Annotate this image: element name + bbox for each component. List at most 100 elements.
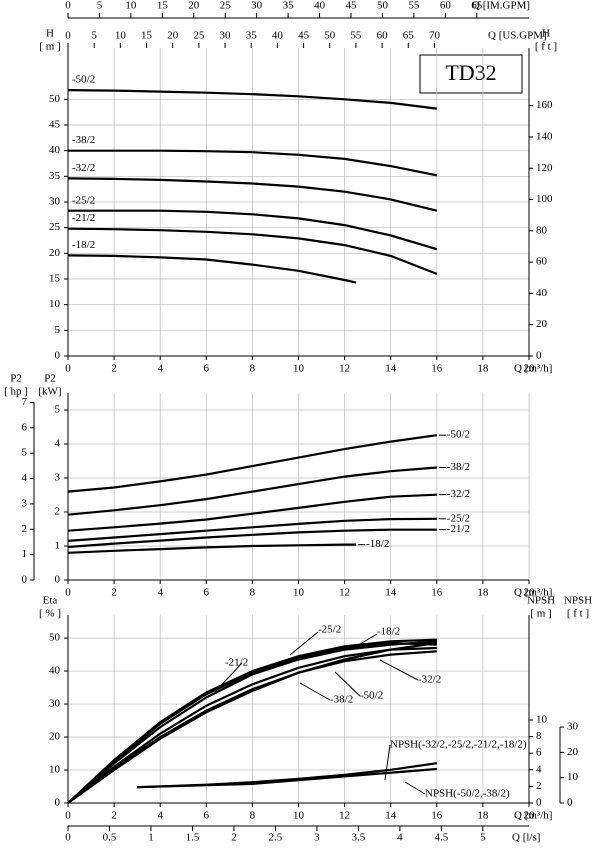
y-tick-label: 0 bbox=[55, 574, 61, 586]
secondary-x-tick-label: 20 bbox=[167, 30, 179, 42]
secondary-x-tick-label: 45 bbox=[298, 30, 310, 42]
secondary-x-tick-label: 4.5 bbox=[435, 832, 449, 844]
x-tick-label: 2 bbox=[111, 810, 117, 822]
secondary-y-tick-label: 0 bbox=[567, 797, 573, 809]
x-tick-label: 18 bbox=[477, 363, 489, 375]
x-tick-label: 8 bbox=[250, 587, 256, 599]
x-tick-label: 6 bbox=[204, 587, 210, 599]
secondary-x-tick-label: 4 bbox=[397, 832, 403, 844]
label-leader bbox=[334, 671, 361, 697]
secondary-y-tick-label: 4 bbox=[536, 763, 542, 775]
secondary-x-tick-label: 1 bbox=[148, 832, 154, 844]
x-tick-label: 12 bbox=[339, 810, 350, 822]
y-tick-label: 40 bbox=[49, 665, 61, 677]
x-tick-label: 6 bbox=[204, 810, 210, 822]
secondary-x-axis-label: Q [US.GPM] bbox=[488, 30, 547, 42]
secondary-y-tick-label: 10 bbox=[536, 714, 548, 726]
secondary-x-tick-label: 25 bbox=[193, 30, 205, 42]
secondary-x-tick-label: 2 bbox=[231, 832, 237, 844]
secondary-x-axis-label: Q [IM.GPM] bbox=[472, 0, 530, 12]
y-axis-unit: [ % ] bbox=[39, 608, 61, 620]
x-tick-label: 4 bbox=[157, 810, 163, 822]
secondary-x-tick-label: 0 bbox=[65, 30, 71, 42]
series-label: -21/2 bbox=[447, 523, 470, 535]
y-tick-label: 30 bbox=[49, 698, 61, 710]
series-line bbox=[67, 89, 437, 110]
secondary-y-axis-name: H bbox=[542, 28, 550, 40]
y-tick-label: 25 bbox=[49, 221, 61, 233]
y-tick-label: 50 bbox=[49, 93, 61, 105]
x-tick-label: 4 bbox=[157, 587, 163, 599]
series-line bbox=[137, 767, 437, 789]
y-tick-label: 5 bbox=[55, 324, 61, 336]
series-line bbox=[67, 227, 438, 275]
secondary-y-tick-label: 0 bbox=[536, 350, 542, 362]
x-tick-label: 18 bbox=[477, 810, 489, 822]
secondary-x-tick-label: 35 bbox=[246, 30, 258, 42]
x-tick-label: 10 bbox=[293, 810, 305, 822]
x-axis-label: Q [m³/h] bbox=[514, 363, 552, 375]
y-axis-name: H bbox=[46, 28, 54, 40]
series-label: -18/2 bbox=[366, 538, 389, 550]
secondary-y-tick-label: 20 bbox=[567, 746, 579, 758]
x-axis-label: Q [m³/h] bbox=[514, 587, 552, 599]
label-leader bbox=[299, 682, 331, 701]
series-line bbox=[67, 640, 437, 804]
series-line bbox=[68, 209, 438, 251]
secondary-x-tick-label: 20 bbox=[188, 0, 200, 12]
series-label: -18/2 bbox=[377, 626, 400, 638]
x-tick-label: 14 bbox=[385, 587, 397, 599]
series-line bbox=[67, 528, 437, 549]
series-label: -38/2 bbox=[72, 134, 95, 146]
y-tick-label: 1 bbox=[55, 540, 61, 552]
series-line bbox=[67, 543, 357, 554]
y-tick-label: 2 bbox=[55, 506, 61, 518]
x-tick-label: 12 bbox=[339, 587, 350, 599]
secondary-y-tick-label: 0 bbox=[22, 574, 28, 586]
x-tick-label: 0 bbox=[65, 810, 71, 822]
x-tick-label: 2 bbox=[111, 587, 117, 599]
series-label: -25/2 bbox=[72, 194, 95, 206]
secondary-y-tick-label: 140 bbox=[536, 130, 553, 142]
secondary-x-tick-label: 0 bbox=[65, 832, 71, 844]
x-tick-label: 2 bbox=[111, 363, 117, 375]
series-label: -21/2 bbox=[225, 657, 248, 669]
series-label: -25/2 bbox=[318, 624, 341, 636]
y-tick-label: 35 bbox=[49, 170, 61, 182]
y-tick-label: 3 bbox=[55, 472, 61, 484]
x-tick-label: 14 bbox=[385, 363, 397, 375]
secondary-x-tick-label: 25 bbox=[220, 0, 232, 12]
series-line bbox=[137, 762, 437, 789]
label-leader bbox=[289, 631, 319, 656]
secondary-x-tick-label: 3 bbox=[314, 832, 320, 844]
series-line bbox=[67, 254, 357, 284]
secondary-y-axis-name: P2 bbox=[10, 373, 22, 385]
series-label: -32/2 bbox=[72, 162, 95, 174]
secondary-x-tick-label: 65 bbox=[471, 0, 483, 12]
y-axis-unit: [kW] bbox=[38, 386, 61, 398]
label-leader bbox=[379, 659, 419, 681]
series-label: -25/2 bbox=[447, 512, 470, 524]
secondary-x-tick-label: 60 bbox=[440, 0, 452, 12]
secondary-x-tick-label: 10 bbox=[115, 30, 127, 42]
x-tick-label: 16 bbox=[431, 587, 443, 599]
secondary-x-tick-label: 60 bbox=[377, 30, 389, 42]
series-line bbox=[68, 149, 438, 177]
x-tick-label: 4 bbox=[157, 363, 163, 375]
y-tick-label: 5 bbox=[55, 404, 61, 416]
series-label: -50/2 bbox=[360, 690, 383, 702]
x-tick-label: 20 bbox=[524, 587, 536, 599]
y-tick-label: 4 bbox=[55, 438, 61, 450]
secondary-y-tick-label: 30 bbox=[567, 721, 579, 733]
secondary-y-tick-label: 6 bbox=[22, 421, 28, 433]
secondary-y-tick-label: 8 bbox=[536, 730, 542, 742]
y-tick-label: 45 bbox=[49, 119, 61, 131]
y-tick-label: 20 bbox=[49, 247, 61, 259]
secondary-x-tick-label: 45 bbox=[346, 0, 358, 12]
x-tick-label: 0 bbox=[65, 587, 71, 599]
y-tick-label: 20 bbox=[49, 731, 61, 743]
series-label: -38/2 bbox=[447, 461, 470, 473]
secondary-x-tick-label: 0.5 bbox=[103, 832, 117, 844]
secondary-y-tick-label: 2 bbox=[22, 523, 28, 535]
